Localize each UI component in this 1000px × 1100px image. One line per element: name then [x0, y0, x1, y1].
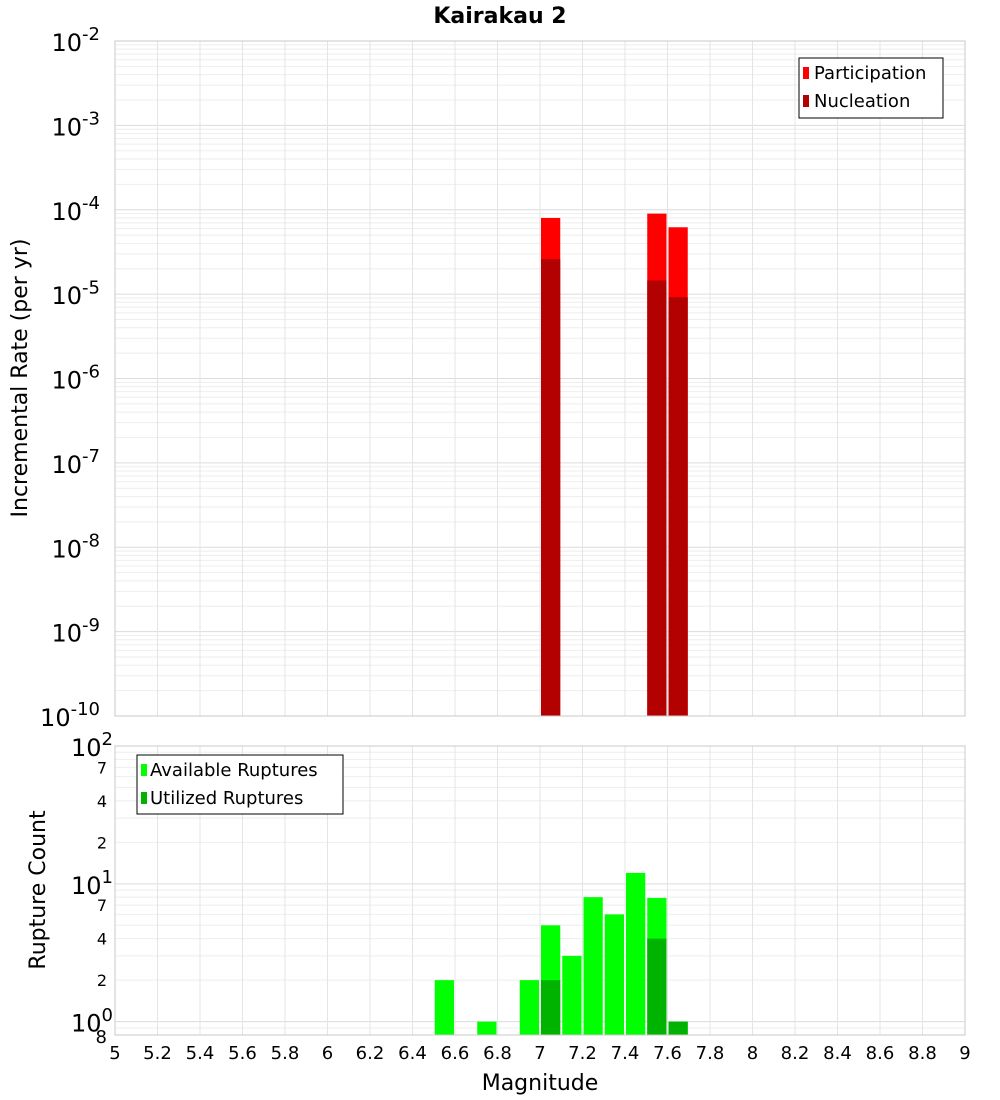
bottom-grid — [114, 745, 966, 1035]
y-minor-tick-label: 2 — [97, 971, 107, 990]
available-ruptures-bar — [562, 955, 582, 1035]
y-minor-tick-label: 4 — [97, 792, 107, 811]
nucleation-bar — [541, 259, 561, 716]
legend-participation: Participation — [814, 63, 926, 84]
bottom-legend-box — [136, 754, 344, 815]
y-tick-label: 10-8 — [52, 530, 101, 563]
available-ruptures-bar — [519, 980, 539, 1035]
available-ruptures-bar — [604, 914, 624, 1035]
y-tick-label: 10-7 — [52, 446, 101, 479]
available-ruptures-bar — [626, 872, 646, 1035]
utilized-ruptures-bar — [541, 980, 561, 1035]
top-y-axis-label: Incremental Rate (per yr) — [8, 239, 33, 518]
nucleation-bar — [668, 297, 688, 716]
top-legend: Participation Nucleation — [798, 57, 944, 119]
x-tick-label: 5 — [109, 1043, 120, 1064]
x-tick-label: 5.6 — [228, 1043, 257, 1064]
bottom-y-axis-label: Rupture Count — [26, 810, 51, 970]
y-tick-label: 10-3 — [52, 109, 101, 142]
legend-available-ruptures: Available Ruptures — [150, 760, 318, 781]
bottom-legend: Available Ruptures Utilized Ruptures — [136, 754, 344, 815]
bottom-plot-frame — [114, 745, 966, 1036]
available-ruptures-bar — [583, 897, 603, 1035]
x-tick-labels: 5 5.2 5.4 5.6 5.8 6 6.2 6.4 6.6 6.8 7 7.2 7.4 7.6 7.8 8… — [109, 1043, 970, 1064]
utilized-ruptures-bar — [668, 1021, 688, 1035]
x-tick-label: 7.6 — [653, 1043, 682, 1064]
x-tick-label: 8.4 — [823, 1043, 852, 1064]
top-plot-frame — [114, 40, 966, 717]
y-bottom-tick-label: 8 — [96, 1027, 107, 1048]
utilized-ruptures-bar — [647, 938, 667, 1035]
participation-swatch — [803, 67, 809, 79]
bottom-bars — [434, 872, 688, 1035]
bottom-y-tick-labels: 102 101 100 7 4 2 7 4 2 8 — [71, 729, 113, 1048]
y-tick-label: 101 — [71, 867, 113, 900]
x-tick-label: 7 — [534, 1043, 545, 1064]
x-tick-label: 7.8 — [696, 1043, 725, 1064]
y-tick-label: 10-6 — [52, 362, 101, 395]
y-tick-label: 10-10 — [40, 699, 100, 732]
top-legend-box — [798, 57, 944, 119]
y-tick-label: 10-4 — [52, 193, 101, 226]
nucleation-bar — [647, 280, 667, 716]
legend-nucleation: Nucleation — [814, 91, 910, 112]
available-swatch — [141, 764, 147, 776]
x-tick-label: 9 — [959, 1043, 970, 1064]
top-bars — [541, 213, 688, 717]
y-tick-label: 10-5 — [52, 277, 101, 310]
x-tick-label: 5.8 — [271, 1043, 300, 1064]
x-tick-label: 6.6 — [441, 1043, 470, 1064]
legend-utilized-ruptures: Utilized Ruptures — [150, 788, 303, 809]
y-tick-label: 102 — [71, 729, 113, 762]
x-axis-label: Magnitude — [482, 1071, 599, 1096]
y-minor-tick-label: 4 — [97, 930, 107, 949]
x-tick-label: 8.8 — [908, 1043, 937, 1064]
chart-title: Kairakau 2 — [433, 4, 566, 29]
top-grid — [114, 41, 966, 717]
available-ruptures-bar — [477, 1021, 497, 1035]
x-tick-label: 5.2 — [143, 1043, 172, 1064]
x-tick-label: 6.4 — [398, 1043, 427, 1064]
x-tick-label: 8 — [747, 1043, 758, 1064]
nucleation-swatch — [803, 95, 809, 107]
x-tick-label: 8.2 — [781, 1043, 810, 1064]
x-tick-label: 8.6 — [866, 1043, 895, 1064]
x-tick-label: 6.2 — [356, 1043, 385, 1064]
x-tick-label: 6 — [322, 1043, 333, 1064]
x-tick-label: 7.4 — [611, 1043, 640, 1064]
top-y-tick-labels: 10-2 10-3 10-4 10-5 10-6 10-7 10-8 10-9 10-10 — [40, 24, 100, 732]
available-ruptures-bar — [434, 980, 454, 1035]
x-tick-label: 6.8 — [483, 1043, 512, 1064]
y-tick-label: 100 — [71, 1005, 113, 1038]
y-minor-tick-label: 7 — [97, 758, 107, 777]
utilized-swatch — [141, 792, 147, 804]
y-minor-tick-label: 2 — [97, 833, 107, 852]
y-tick-label: 10-2 — [52, 24, 101, 57]
y-minor-tick-label: 7 — [97, 896, 107, 915]
x-tick-label: 7.2 — [568, 1043, 597, 1064]
y-tick-label: 10-9 — [52, 615, 101, 648]
x-tick-label: 5.4 — [186, 1043, 215, 1064]
